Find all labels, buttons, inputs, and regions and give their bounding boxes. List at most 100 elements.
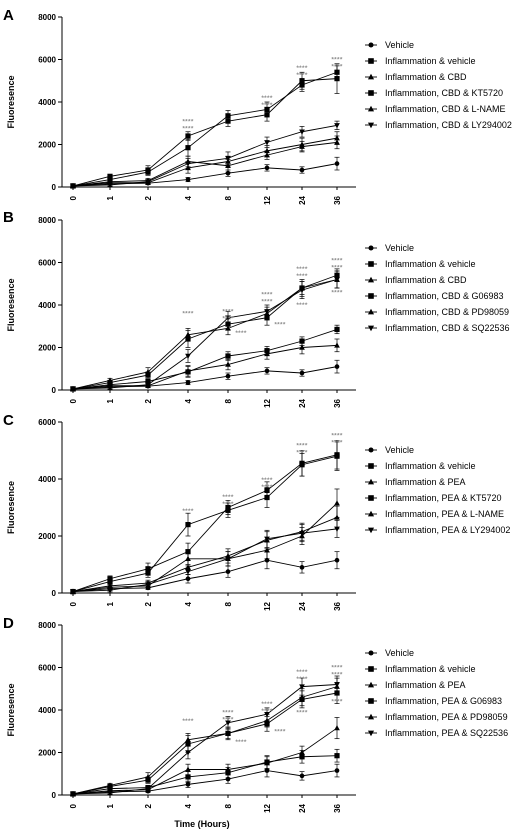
legend-label: Inflammation, CBD & KT5720 [385,88,503,98]
x-tick-label: 1 [106,803,115,808]
data-point [225,373,231,379]
data-point [107,173,113,179]
data-point [107,576,113,582]
data-point [185,161,191,167]
significance-marker: **** [274,728,285,735]
x-tick-label: 8 [224,398,233,403]
data-point [334,557,340,563]
data-point [334,277,340,283]
legend-marker [367,105,375,112]
data-point [107,790,113,796]
series-line [72,78,338,187]
data-point [264,759,270,765]
data-point [299,694,305,700]
y-tick-label: 2000 [38,532,56,541]
x-tick-label: 36 [333,398,342,407]
data-point [299,530,305,537]
data-point [299,565,305,570]
data-point [145,773,151,780]
y-tick-label: 2000 [38,344,56,353]
data-point [264,165,270,171]
legend-label: Inflammation, PEA & L-NAME [385,509,504,519]
legend-label: Inflammation, CBD & SQ22536 [385,323,510,333]
legend-label: Inflammation & vehicle [385,259,476,269]
legend-entry: Vehicle [365,445,414,455]
significance-marker: **** [261,299,272,306]
series-line [72,137,338,187]
legend-entry: Inflammation, PEA & PD98059 [365,712,508,722]
x-tick-label: 24 [298,803,307,812]
series-line [72,124,338,187]
series-line [72,279,338,390]
legend-marker [367,73,375,80]
data-point [185,782,191,787]
data-point [185,522,191,528]
legend-entry: Inflammation & PEA [365,477,466,487]
data-point [145,179,151,185]
y-tick-label: 8000 [38,621,56,630]
x-tick-label: 1 [106,195,115,200]
significance-marker: **** [331,440,342,447]
legend-entry: Inflammation, PEA & G06983 [365,696,502,706]
significance-marker: **** [261,95,272,102]
legend-label: Inflammation & PEA [385,477,466,487]
significance-marker: **** [222,494,233,501]
data-point [107,582,113,589]
data-point [107,587,113,594]
legend-marker [368,42,374,48]
significance-marker: **** [261,292,272,299]
x-tick-label: 2 [144,195,153,200]
y-tick-label: 0 [52,791,57,800]
data-point [264,309,270,315]
series-line [72,686,338,795]
significance-marker: **** [331,672,342,679]
legend-marker [368,495,374,501]
significance-marker: **** [331,258,342,265]
legend-entry: Inflammation, CBD & PD98059 [365,307,509,317]
data-point [225,156,231,162]
data-point [334,753,340,759]
data-point [299,338,305,344]
data-point [264,140,270,146]
y-axis-title: Fluoresence [6,75,16,128]
data-point [185,133,191,139]
panel-letter: C [3,412,14,429]
x-tick-label: 12 [263,195,272,204]
data-point [70,183,76,189]
legend-marker [368,447,374,453]
x-tick-label: 1 [106,398,115,403]
legend-entry: Inflammation, CBD & KT5720 [365,88,503,98]
legend-entry: Inflammation & vehicle [365,56,476,66]
significance-marker: **** [331,699,342,706]
data-point [225,315,231,321]
legend-label: Inflammation, CBD & PD98059 [385,307,509,317]
series-line [72,770,338,795]
series-6 [70,120,340,189]
significance-marker: **** [182,311,193,318]
legend-marker [367,325,375,332]
series-5 [70,677,340,797]
y-tick-label: 4000 [38,706,56,715]
y-tick-label: 0 [52,589,57,598]
series-line [72,528,338,593]
data-point [225,118,231,124]
legend-label: Inflammation, CBD & G06983 [385,291,504,301]
series-line [72,727,338,795]
y-tick-label: 4000 [38,475,56,484]
data-point [334,139,340,145]
x-tick-label: 0 [69,195,78,200]
y-tick-label: 8000 [38,13,56,22]
legend-entry: Inflammation & CBD [365,72,467,82]
data-point [264,368,270,374]
significance-marker: **** [296,72,307,79]
series-4 [70,440,340,595]
data-point [264,712,270,718]
significance-marker: **** [296,450,307,457]
series-4 [70,63,340,189]
series-line [72,692,338,795]
data-point [299,287,305,294]
